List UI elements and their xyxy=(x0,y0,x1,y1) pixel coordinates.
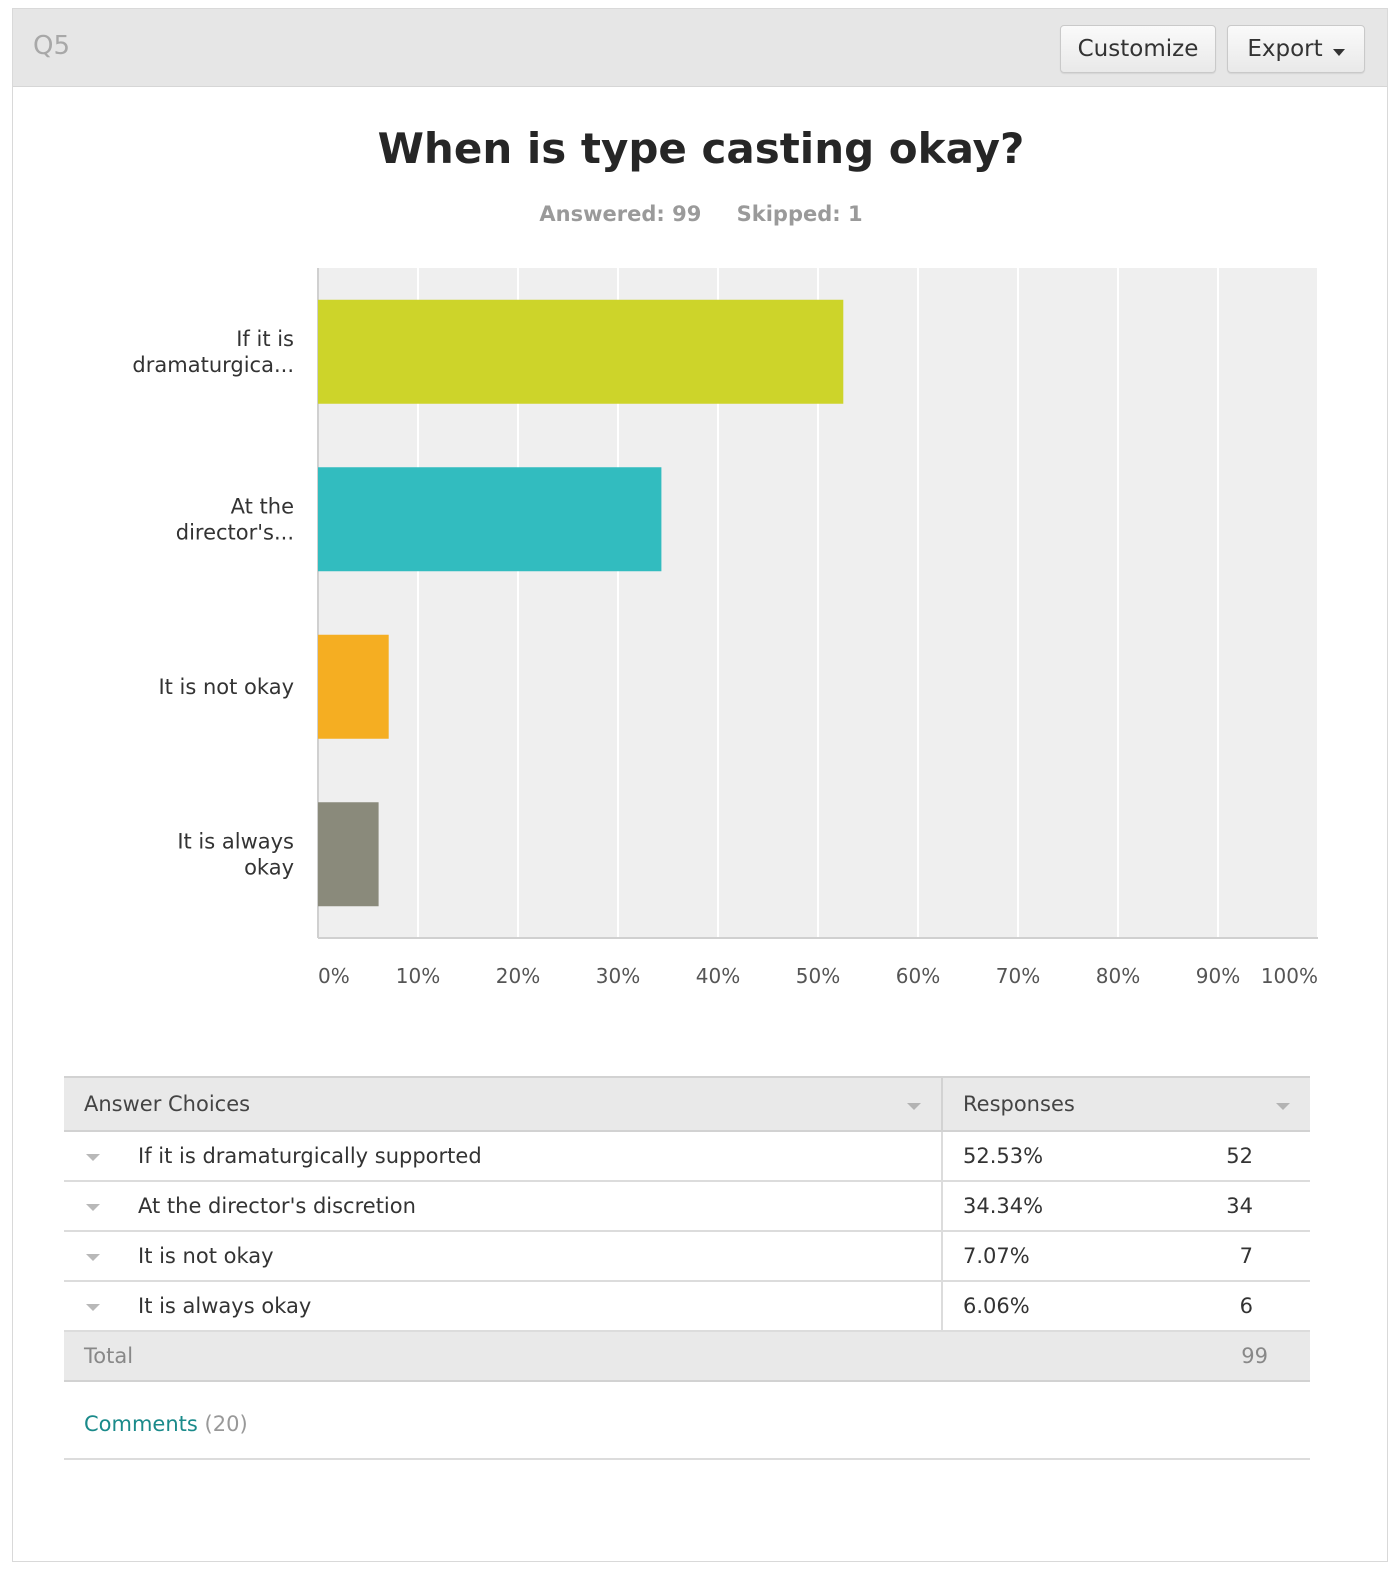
answer-choice-cell: At the director's discretion xyxy=(64,1181,943,1232)
column-header-responses[interactable]: Responses xyxy=(942,1076,1310,1132)
chevron-down-icon xyxy=(1276,1103,1290,1110)
chevron-down-icon[interactable] xyxy=(86,1253,100,1261)
response-cell: 6.06% 6 xyxy=(942,1281,1310,1332)
tick-label: 20% xyxy=(496,964,540,988)
tick-label: 100% xyxy=(1261,964,1318,988)
question-number: Q5 xyxy=(33,31,71,61)
table-row: If it is dramaturgically supported 52.53%… xyxy=(64,1131,1310,1182)
response-percent: 6.06% xyxy=(963,1294,1030,1318)
bar[interactable] xyxy=(318,634,389,739)
category-label: It is always xyxy=(177,829,294,853)
tick-label: 0% xyxy=(318,964,350,988)
answer-choice-label: If it is dramaturgically supported xyxy=(138,1144,482,1168)
chevron-down-icon[interactable] xyxy=(86,1303,100,1311)
category-label: It is not okay xyxy=(158,675,294,699)
total-count: 99 xyxy=(942,1331,1310,1382)
chevron-down-icon[interactable] xyxy=(86,1153,100,1161)
chevron-down-icon xyxy=(907,1103,921,1110)
tick-label: 90% xyxy=(1196,964,1240,988)
answered-count: Answered: 99 xyxy=(539,202,702,226)
category-label: okay xyxy=(244,855,294,879)
tick-label: 70% xyxy=(996,964,1040,988)
tick-label: 80% xyxy=(1096,964,1140,988)
total-label: Total xyxy=(64,1331,942,1382)
response-count: 34 xyxy=(1226,1194,1253,1218)
response-cell: 34.34% 34 xyxy=(942,1181,1310,1232)
response-percent: 34.34% xyxy=(963,1194,1044,1218)
answer-choice-label: It is always okay xyxy=(138,1294,312,1318)
table-row: At the director's discretion 34.34% 34 xyxy=(64,1181,1310,1232)
chevron-down-icon xyxy=(1332,48,1345,56)
table-row: It is always okay 6.06% 6 xyxy=(64,1281,1310,1332)
column-header-answer-choices[interactable]: Answer Choices xyxy=(64,1076,943,1132)
response-stats: Answered: 99 Skipped: 1 xyxy=(13,202,1389,226)
response-count: 6 xyxy=(1239,1294,1253,1318)
answer-choice-cell: It is always okay xyxy=(64,1281,943,1332)
response-percent: 52.53% xyxy=(963,1144,1044,1168)
answer-choice-label: It is not okay xyxy=(138,1244,274,1268)
comments-count: (20) xyxy=(204,1412,248,1436)
customize-button-label: Customize xyxy=(1077,36,1199,62)
response-cell: 52.53% 52 xyxy=(942,1131,1310,1182)
answers-table: Answer Choices Responses If it is dramat… xyxy=(64,1076,1310,1382)
tick-label: 60% xyxy=(896,964,940,988)
bar[interactable] xyxy=(318,802,379,907)
export-button[interactable]: Export xyxy=(1227,25,1365,73)
response-percent: 7.07% xyxy=(963,1244,1030,1268)
chart-title: When is type casting okay? xyxy=(377,124,1025,173)
table-row: It is not okay 7.07% 7 xyxy=(64,1231,1310,1282)
customize-button[interactable]: Customize xyxy=(1060,25,1216,73)
tick-label: 10% xyxy=(396,964,440,988)
comments-row: Comments (20) xyxy=(64,1388,1310,1460)
category-label: If it is xyxy=(236,327,294,351)
export-button-label: Export xyxy=(1247,36,1323,62)
bar[interactable] xyxy=(318,299,844,404)
tick-label: 30% xyxy=(596,964,640,988)
tick-label: 40% xyxy=(696,964,740,988)
response-cell: 7.07% 7 xyxy=(942,1231,1310,1282)
panel-header: Q5 Customize Export xyxy=(13,9,1387,87)
response-count: 52 xyxy=(1226,1144,1253,1168)
answer-choice-label: At the director's discretion xyxy=(138,1194,416,1218)
category-label: dramaturgica... xyxy=(132,353,294,377)
comments-link[interactable]: Comments xyxy=(84,1412,198,1436)
answer-choice-cell: If it is dramaturgically supported xyxy=(64,1131,943,1182)
tick-label: 50% xyxy=(796,964,840,988)
category-label: director's... xyxy=(176,520,294,544)
category-label: At the xyxy=(231,494,294,518)
bar[interactable] xyxy=(318,467,662,572)
answer-choice-cell: It is not okay xyxy=(64,1231,943,1282)
response-count: 7 xyxy=(1239,1244,1253,1268)
skipped-count: Skipped: 1 xyxy=(736,202,863,226)
table-total-row: Total 99 xyxy=(64,1331,1310,1382)
chevron-down-icon[interactable] xyxy=(86,1203,100,1211)
